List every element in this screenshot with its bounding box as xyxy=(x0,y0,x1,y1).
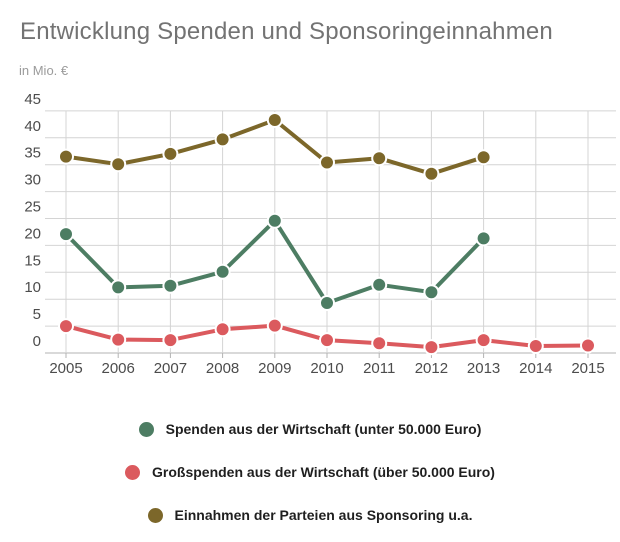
legend-label-grossspenden: Großspenden aus der Wirtschaft (über 50.… xyxy=(152,464,495,480)
legend-item-spenden: Spenden aus der Wirtschaft (unter 50.000… xyxy=(138,421,482,437)
legend-swatch-red-icon xyxy=(125,464,141,480)
svg-text:2012: 2012 xyxy=(415,360,448,377)
svg-text:25: 25 xyxy=(24,199,41,216)
svg-text:2005: 2005 xyxy=(49,360,82,377)
series-dots-1 xyxy=(58,317,596,356)
x-grid: 2005 2006 2007 2008 2009 2010 2011 2012 2013 2014… xyxy=(49,111,605,377)
legend: Spenden aus der Wirtschaft (unter 50.000… xyxy=(0,421,620,523)
legend-item-sponsoring: Einnahmen der Parteien aus Sponsoring u.… xyxy=(147,507,473,523)
svg-text:2015: 2015 xyxy=(571,360,604,377)
svg-text:2009: 2009 xyxy=(258,360,291,377)
y-grid: 0 5 10 15 20 25 30 35 40 45 xyxy=(24,91,616,354)
series-dots-2 xyxy=(58,112,492,182)
svg-text:2011: 2011 xyxy=(363,360,395,377)
svg-text:2006: 2006 xyxy=(102,360,135,377)
svg-text:2007: 2007 xyxy=(154,360,187,377)
svg-text:40: 40 xyxy=(24,118,41,135)
legend-label-spenden: Spenden aus der Wirtschaft (unter 50.000… xyxy=(165,421,482,437)
legend-swatch-green-icon xyxy=(138,421,154,437)
svg-text:35: 35 xyxy=(24,145,41,162)
svg-text:2014: 2014 xyxy=(519,360,552,377)
series-dots-0 xyxy=(58,212,492,311)
svg-text:0: 0 xyxy=(33,333,41,350)
legend-item-grossspenden: Großspenden aus der Wirtschaft (über 50.… xyxy=(125,464,495,480)
svg-text:15: 15 xyxy=(24,252,41,269)
svg-text:2008: 2008 xyxy=(206,360,239,377)
svg-text:2010: 2010 xyxy=(310,360,343,377)
svg-text:30: 30 xyxy=(24,172,41,189)
chart-title: Entwicklung Spenden und Sponsoringeinnah… xyxy=(20,18,553,45)
legend-label-sponsoring: Einnahmen der Parteien aus Sponsoring u.… xyxy=(174,507,473,523)
svg-text:2013: 2013 xyxy=(467,360,500,377)
svg-text:10: 10 xyxy=(24,279,41,296)
svg-text:45: 45 xyxy=(24,91,41,108)
legend-swatch-olive-icon xyxy=(147,507,163,523)
svg-text:5: 5 xyxy=(33,306,41,323)
y-axis-unit-label: in Mio. € xyxy=(19,63,69,78)
svg-text:20: 20 xyxy=(24,225,41,242)
